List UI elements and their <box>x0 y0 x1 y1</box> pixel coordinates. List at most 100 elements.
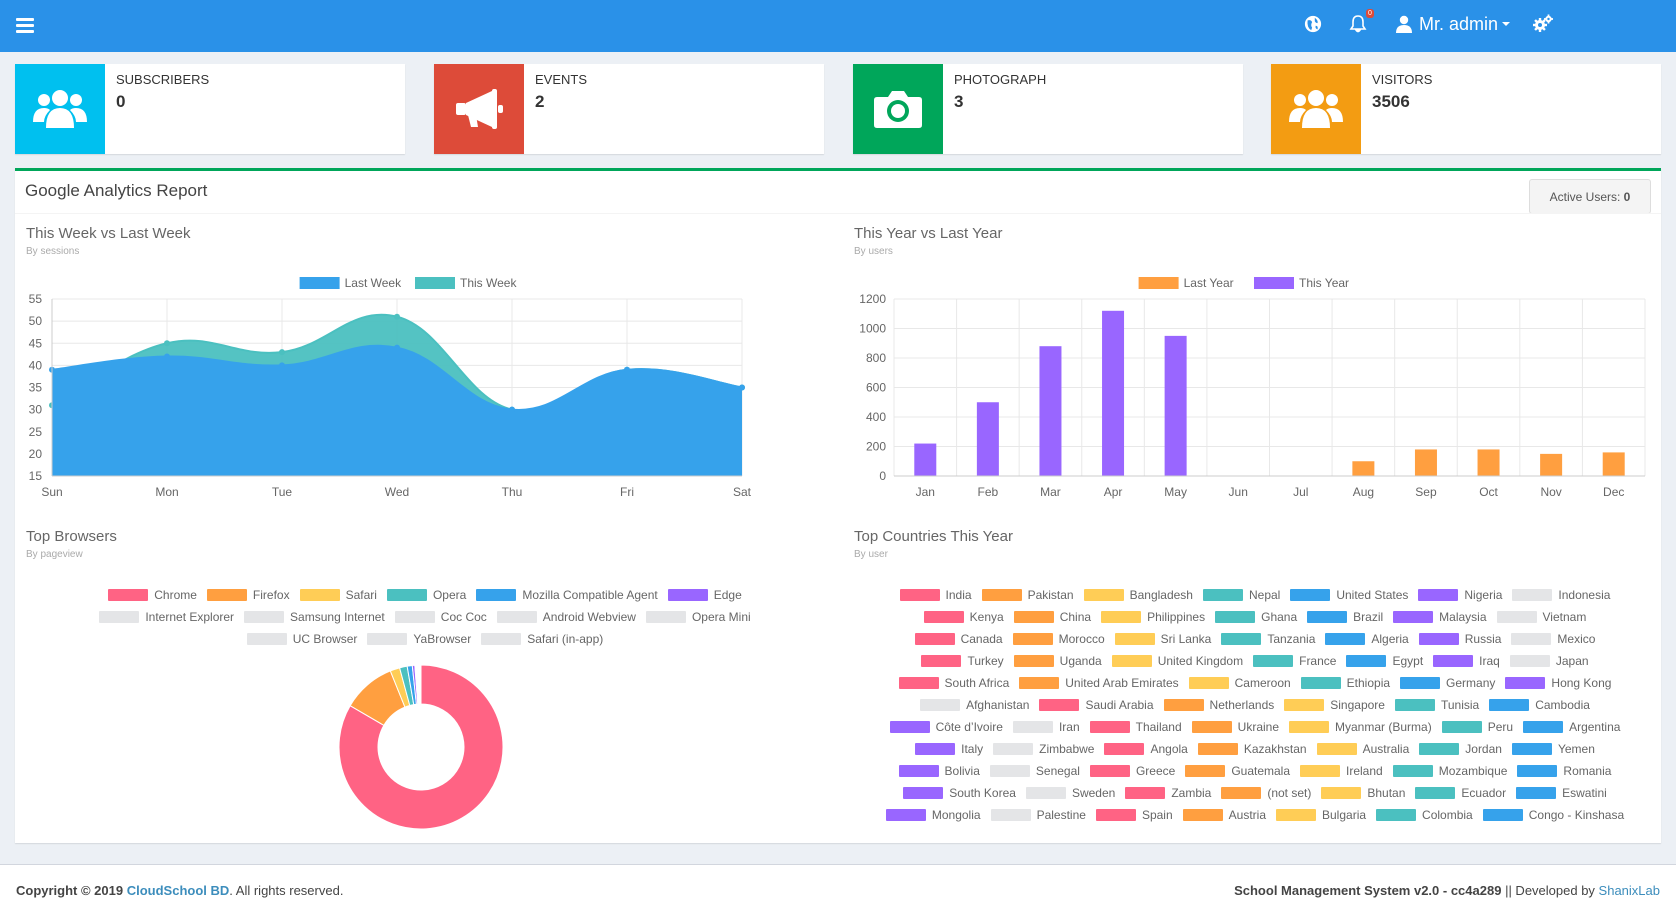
hamburger-menu-icon[interactable] <box>16 18 34 33</box>
country-legend-item[interactable]: Spain <box>1095 804 1173 826</box>
country-legend-item[interactable]: Zimbabwe <box>993 738 1094 760</box>
country-legend-item[interactable]: Sri Lanka <box>1114 628 1211 650</box>
country-legend-item[interactable]: United States <box>1290 584 1408 606</box>
country-legend-item[interactable]: Tanzania <box>1221 628 1315 650</box>
browser-legend-item[interactable]: Safari <box>299 584 377 606</box>
country-legend-item[interactable]: South Africa <box>898 672 1009 694</box>
country-legend-item[interactable]: Iraq <box>1433 650 1500 672</box>
browser-legend-item[interactable]: Opera Mini <box>645 606 751 628</box>
country-legend-item[interactable]: Palestine <box>990 804 1086 826</box>
browser-legend-item[interactable]: YaBrowser <box>367 628 471 650</box>
country-legend-item[interactable]: Myanmar (Burma) <box>1289 716 1432 738</box>
country-legend-item[interactable]: Guatemala <box>1185 760 1290 782</box>
country-legend-item[interactable]: Argentina <box>1523 716 1620 738</box>
browser-legend-item[interactable]: Mozilla Compatible Agent <box>476 584 658 606</box>
country-legend-item[interactable]: Singapore <box>1284 694 1385 716</box>
country-legend-item[interactable]: Mozambique <box>1392 760 1507 782</box>
country-legend-item[interactable]: United Arab Emirates <box>1019 672 1179 694</box>
country-legend-item[interactable]: Saudi Arabia <box>1039 694 1154 716</box>
country-legend-item[interactable]: Zambia <box>1125 782 1211 804</box>
browser-legend-item[interactable]: Android Webview <box>496 606 636 628</box>
globe-icon[interactable] <box>1304 0 1326 48</box>
legend-swatch <box>1505 677 1546 689</box>
country-legend-item[interactable]: Canada <box>914 628 1003 650</box>
country-legend-item[interactable]: Japan <box>1509 650 1589 672</box>
country-legend-item[interactable]: Mexico <box>1511 628 1595 650</box>
country-legend-item[interactable]: Germany <box>1400 672 1495 694</box>
country-legend-item[interactable]: Ethiopia <box>1300 672 1390 694</box>
country-legend-item[interactable]: Ecuador <box>1415 782 1506 804</box>
country-legend-item[interactable]: Malaysia <box>1393 606 1487 628</box>
country-legend-item[interactable]: Austria <box>1182 804 1266 826</box>
company-link[interactable]: CloudSchool BD <box>126 883 230 898</box>
country-legend-item[interactable]: Bhutan <box>1321 782 1405 804</box>
country-legend-item[interactable]: Romania <box>1517 760 1611 782</box>
country-legend-item[interactable]: Italy <box>915 738 983 760</box>
legend-swatch <box>1104 743 1145 755</box>
country-legend-item[interactable]: Turkey <box>921 650 1004 672</box>
country-legend-item[interactable]: Peru <box>1441 716 1513 738</box>
country-legend-item[interactable]: Sweden <box>1025 782 1115 804</box>
country-legend-item[interactable]: Greece <box>1089 760 1175 782</box>
country-legend-item[interactable]: Bulgaria <box>1276 804 1366 826</box>
settings-gears-icon[interactable] <box>1532 0 1558 48</box>
country-legend-item[interactable]: Indonesia <box>1512 584 1610 606</box>
country-legend-item[interactable]: Australia <box>1316 738 1409 760</box>
country-legend-item[interactable]: Bolivia <box>898 760 980 782</box>
browser-legend-item[interactable]: Opera <box>386 584 466 606</box>
country-legend-item[interactable]: Vietnam <box>1496 606 1586 628</box>
country-legend-item[interactable]: France <box>1253 650 1336 672</box>
browser-legend-item[interactable]: Edge <box>667 584 742 606</box>
country-legend-item[interactable]: Angola <box>1104 738 1188 760</box>
country-legend-item[interactable]: South Korea <box>903 782 1016 804</box>
country-legend-item[interactable]: Nigeria <box>1418 584 1502 606</box>
country-legend-item[interactable]: Afghanistan <box>920 694 1029 716</box>
country-legend-item[interactable]: Bangladesh <box>1083 584 1193 606</box>
country-legend-item[interactable]: Algeria <box>1325 628 1409 650</box>
active-users-button[interactable]: Active Users: 0 <box>1529 179 1651 214</box>
country-legend-item[interactable]: Hong Kong <box>1505 672 1611 694</box>
browser-legend-item[interactable]: Internet Explorer <box>99 606 234 628</box>
country-legend-item[interactable]: Ghana <box>1215 606 1297 628</box>
country-legend-item[interactable]: Egypt <box>1346 650 1423 672</box>
country-legend-item[interactable]: Netherlands <box>1163 694 1274 716</box>
country-legend-item[interactable]: Cameroon <box>1188 672 1291 694</box>
browser-legend-item[interactable]: Samsung Internet <box>244 606 385 628</box>
country-legend-item[interactable]: Ukraine <box>1191 716 1279 738</box>
country-legend-item[interactable]: Morocco <box>1012 628 1105 650</box>
browser-legend-item[interactable]: Coc Coc <box>394 606 487 628</box>
x-tick-label: Aug <box>1353 485 1374 499</box>
country-legend-item[interactable]: Colombia <box>1376 804 1473 826</box>
notifications-button[interactable]: 0 <box>1348 0 1374 48</box>
user-menu[interactable]: Mr. admin <box>1396 0 1511 48</box>
country-legend-item[interactable]: Congo - Kinshasa <box>1482 804 1624 826</box>
country-legend-item[interactable]: Côte d’Ivoire <box>889 716 1003 738</box>
country-legend-item[interactable]: Iran <box>1012 716 1080 738</box>
country-legend-item[interactable]: Brazil <box>1307 606 1383 628</box>
browser-legend-item[interactable]: Firefox <box>206 584 290 606</box>
country-legend-item[interactable]: Kazakhstan <box>1197 738 1307 760</box>
browser-legend-item[interactable]: Chrome <box>108 584 197 606</box>
browser-legend-item[interactable]: Safari (in-app) <box>481 628 603 650</box>
country-legend-item[interactable]: Pakistan <box>981 584 1074 606</box>
country-legend-item[interactable]: Jordan <box>1419 738 1502 760</box>
country-legend-item[interactable]: China <box>1013 606 1091 628</box>
country-legend-item[interactable]: Eswatini <box>1516 782 1607 804</box>
country-legend-item[interactable]: India <box>899 584 972 606</box>
country-legend-item[interactable]: (not set) <box>1221 782 1311 804</box>
country-legend-item[interactable]: United Kingdom <box>1111 650 1243 672</box>
country-legend-item[interactable]: Thailand <box>1089 716 1182 738</box>
country-legend-item[interactable]: Kenya <box>923 606 1004 628</box>
country-legend-item[interactable]: Cambodia <box>1489 694 1590 716</box>
developer-link[interactable]: ShanixLab <box>1598 883 1660 898</box>
browser-legend-item[interactable]: UC Browser <box>246 628 357 650</box>
country-legend-item[interactable]: Philippines <box>1101 606 1205 628</box>
country-legend-item[interactable]: Nepal <box>1202 584 1280 606</box>
country-legend-item[interactable]: Yemen <box>1511 738 1595 760</box>
country-legend-item[interactable]: Russia <box>1418 628 1501 650</box>
country-legend-item[interactable]: Ireland <box>1300 760 1383 782</box>
country-legend-item[interactable]: Uganda <box>1013 650 1102 672</box>
country-legend-item[interactable]: Senegal <box>989 760 1080 782</box>
country-legend-item[interactable]: Mongolia <box>885 804 981 826</box>
country-legend-item[interactable]: Tunisia <box>1394 694 1479 716</box>
